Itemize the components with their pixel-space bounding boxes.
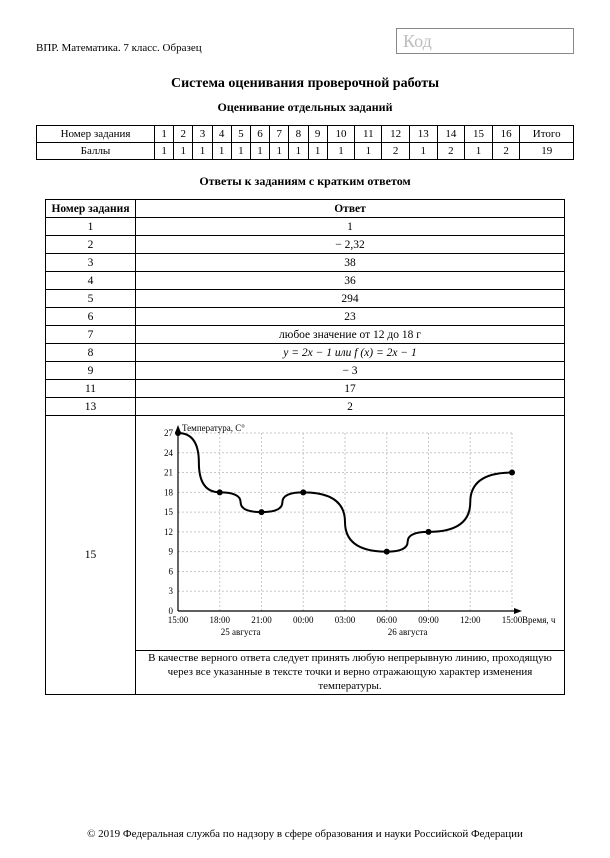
footer: © 2019 Федеральная служба по надзору в с… — [0, 828, 610, 840]
svg-text:6: 6 — [169, 566, 174, 576]
svg-text:24: 24 — [164, 448, 174, 458]
code-box[interactable]: Код — [396, 28, 574, 54]
svg-text:Время, ч: Время, ч — [522, 615, 556, 625]
svg-text:3: 3 — [169, 586, 174, 596]
scores-pts-12: 1 — [409, 143, 437, 160]
answers-row-ans: y = 2x − 1 или f (x) = 2x − 1 — [136, 344, 565, 362]
scores-total-label: Итого — [520, 126, 574, 143]
scores-num-5: 6 — [250, 126, 269, 143]
svg-text:18: 18 — [164, 487, 174, 497]
page: ВПР. Математика. 7 класс. Образец Код Си… — [0, 0, 610, 695]
page-title: Система оценивания проверочной работы — [36, 76, 574, 92]
scores-pts-6: 1 — [270, 143, 289, 160]
scores-num-15: 16 — [492, 126, 520, 143]
answers-row-ans: 17 — [136, 380, 565, 398]
answers-row-num: 9 — [46, 362, 136, 380]
scores-label-num: Номер задания — [37, 126, 155, 143]
scores-pts-9: 1 — [327, 143, 355, 160]
answers-row-num: 1 — [46, 218, 136, 236]
answers-row-num: 8 — [46, 344, 136, 362]
scores-pts-10: 1 — [355, 143, 382, 160]
svg-text:06:00: 06:00 — [376, 615, 397, 625]
answers-row-num: 4 — [46, 272, 136, 290]
scores-num-11: 12 — [382, 126, 410, 143]
answers-row-num: 5 — [46, 290, 136, 308]
subtitle-answers: Ответы к заданиям с кратким ответом — [36, 174, 574, 189]
scores-num-2: 3 — [193, 126, 212, 143]
answers-row-num: 11 — [46, 380, 136, 398]
scores-num-4: 5 — [231, 126, 250, 143]
svg-text:9: 9 — [169, 547, 174, 557]
answers-col1: Номер задания — [46, 200, 136, 218]
answers-row-15-num: 15 — [46, 416, 136, 695]
scores-pts-5: 1 — [250, 143, 269, 160]
answers-row-ans: − 3 — [136, 362, 565, 380]
scores-num-1: 2 — [174, 126, 193, 143]
answers-row-ans: 23 — [136, 308, 565, 326]
scores-pts-3: 1 — [212, 143, 231, 160]
scores-pts-2: 1 — [193, 143, 212, 160]
svg-text:18:00: 18:00 — [209, 615, 230, 625]
svg-text:15:00: 15:00 — [168, 615, 189, 625]
scores-num-9: 10 — [327, 126, 355, 143]
answers-col2: Ответ — [136, 200, 565, 218]
chart-cell: 036912151821242715:0018:0021:0000:0003:0… — [136, 416, 565, 651]
scores-pts-11: 2 — [382, 143, 410, 160]
header-left: ВПР. Математика. 7 класс. Образец — [36, 42, 202, 54]
subtitle-scoring: Оценивание отдельных заданий — [36, 100, 574, 115]
scores-num-8: 9 — [308, 126, 327, 143]
scores-pts-0: 1 — [155, 143, 174, 160]
scores-pts-13: 2 — [437, 143, 465, 160]
answers-row-ans: 1 — [136, 218, 565, 236]
answers-row-num: 7 — [46, 326, 136, 344]
svg-text:00:00: 00:00 — [293, 615, 314, 625]
answers-row-num: 13 — [46, 398, 136, 416]
svg-text:21: 21 — [164, 468, 173, 478]
svg-text:21:00: 21:00 — [251, 615, 272, 625]
svg-text:27: 27 — [164, 428, 174, 438]
answers-row-ans: 38 — [136, 254, 565, 272]
header: ВПР. Математика. 7 класс. Образец Код — [36, 28, 574, 54]
temperature-chart: 036912151821242715:0018:0021:0000:0003:0… — [140, 419, 560, 649]
scores-num-6: 7 — [270, 126, 289, 143]
chart-caption: В качестве верного ответа следует принят… — [136, 651, 565, 695]
code-placeholder: Код — [403, 31, 432, 52]
scores-total: 19 — [520, 143, 574, 160]
svg-text:12:00: 12:00 — [460, 615, 481, 625]
scores-num-14: 15 — [465, 126, 493, 143]
answers-table: Номер задания Ответ 112− 2,3233843652946… — [45, 199, 565, 695]
scores-pts-7: 1 — [289, 143, 308, 160]
svg-text:26 августа: 26 августа — [388, 627, 428, 637]
svg-text:Температура, С°: Температура, С° — [182, 423, 245, 433]
answers-row-num: 6 — [46, 308, 136, 326]
scores-pts-1: 1 — [174, 143, 193, 160]
scores-num-3: 4 — [212, 126, 231, 143]
svg-text:03:00: 03:00 — [335, 615, 356, 625]
svg-text:25 августа: 25 августа — [221, 627, 261, 637]
scores-label-pts: Баллы — [37, 143, 155, 160]
scores-num-10: 11 — [355, 126, 382, 143]
scores-pts-14: 1 — [465, 143, 493, 160]
answers-row-num: 3 — [46, 254, 136, 272]
scores-num-12: 13 — [409, 126, 437, 143]
answers-row-ans: 294 — [136, 290, 565, 308]
scores-table: Номер задания12345678910111213141516Итог… — [36, 125, 574, 160]
answers-row-ans: − 2,32 — [136, 236, 565, 254]
scores-pts-8: 1 — [308, 143, 327, 160]
answers-row-ans: любое значение от 12 до 18 г — [136, 326, 565, 344]
answers-row-ans: 36 — [136, 272, 565, 290]
svg-text:15: 15 — [164, 507, 174, 517]
svg-text:09:00: 09:00 — [418, 615, 439, 625]
scores-pts-15: 2 — [492, 143, 520, 160]
svg-text:15:00: 15:00 — [502, 615, 523, 625]
answers-row-num: 2 — [46, 236, 136, 254]
answers-row-ans: 2 — [136, 398, 565, 416]
scores-num-0: 1 — [155, 126, 174, 143]
svg-text:12: 12 — [164, 527, 173, 537]
scores-num-13: 14 — [437, 126, 465, 143]
scores-num-7: 8 — [289, 126, 308, 143]
scores-pts-4: 1 — [231, 143, 250, 160]
